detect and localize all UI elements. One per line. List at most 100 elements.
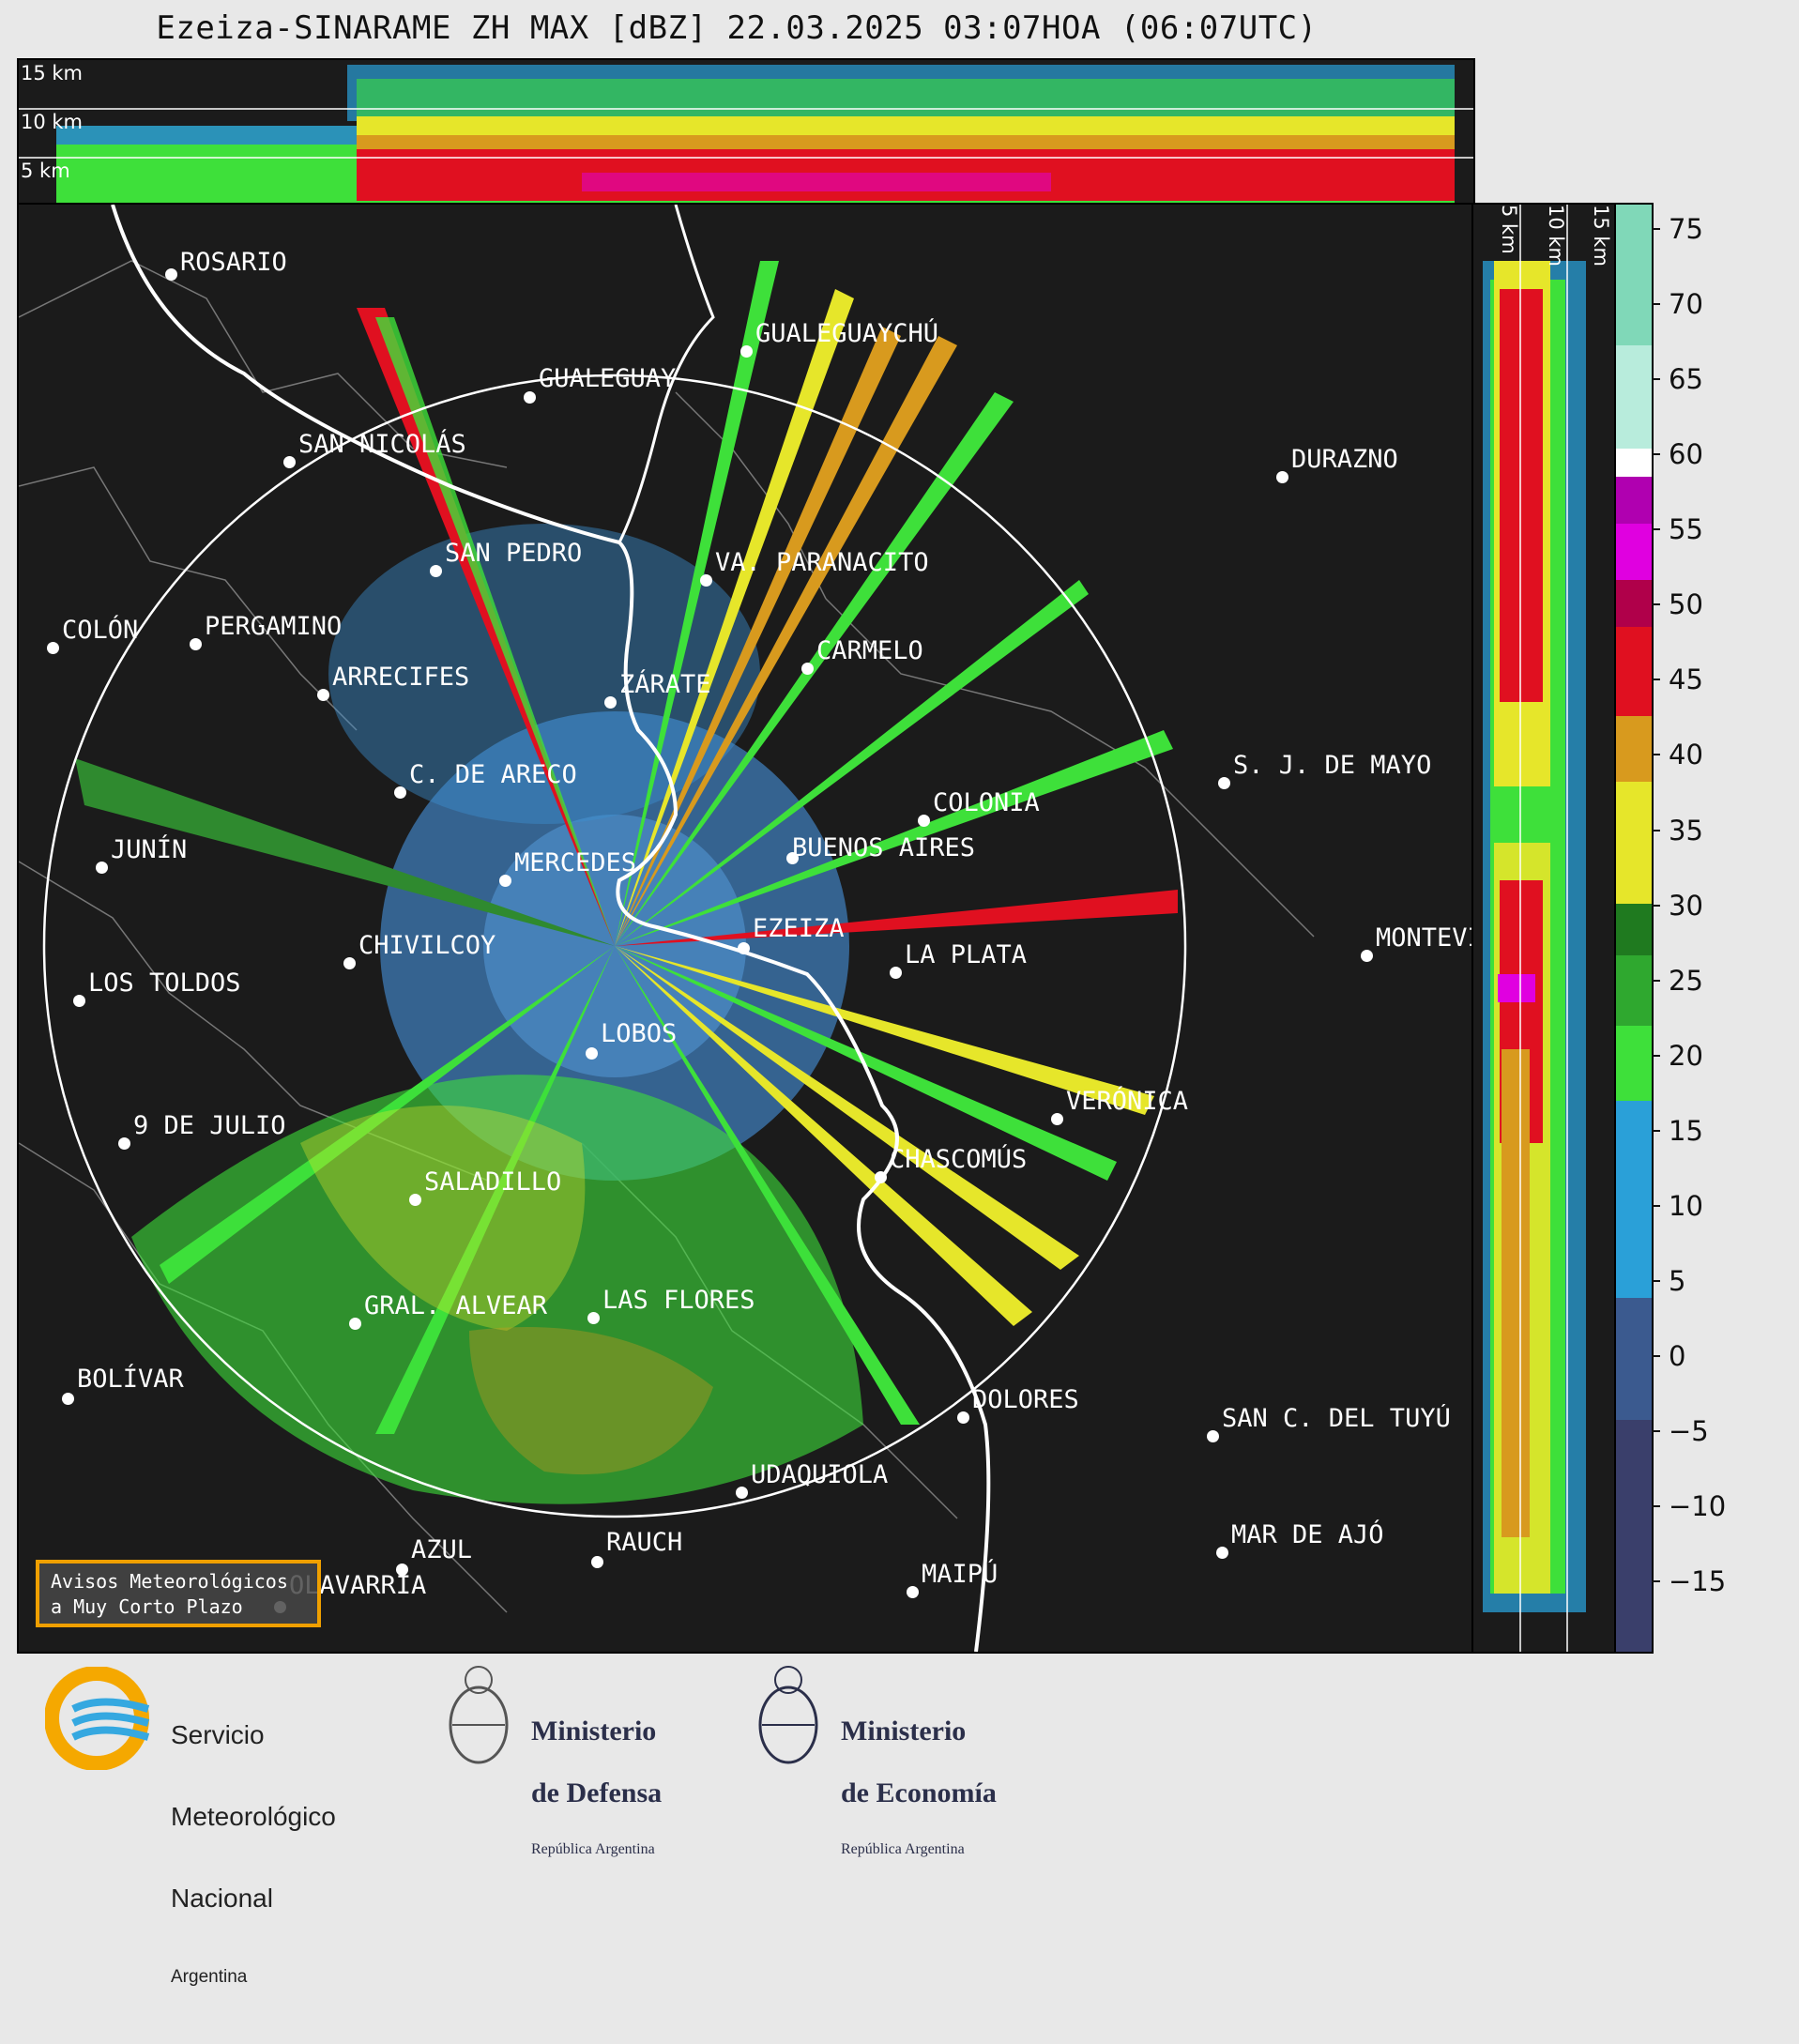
city-label-pergamino: PERGAMINO (205, 612, 343, 641)
colorbar-label: 30 (1669, 890, 1703, 922)
colorbar-label: 5 (1669, 1265, 1686, 1297)
city-label-san-pedro: SAN PEDRO (445, 539, 583, 568)
city-label-rauch: RAUCH (606, 1528, 683, 1557)
colorbar-tick (1652, 1355, 1660, 1357)
city-label-los-toldos: LOS TOLDOS (88, 969, 241, 998)
city-label-gualeguay: GUALEGUAY (539, 364, 677, 393)
city-label-c-de-areco: C. DE ARECO (409, 760, 577, 789)
defensa-line-1: Ministerio (531, 1716, 657, 1747)
colorbar (1614, 203, 1654, 1654)
city-label-san-c-del-tuyu: SAN C. DEL TUYÚ (1222, 1404, 1451, 1433)
city-label-9-de-julio: 9 DE JULIO (133, 1111, 286, 1140)
colorbar-graphic (1616, 205, 1652, 1652)
defensa-line-2: de Defensa (531, 1777, 663, 1808)
city-label-gral-alvear: GRAL. ALVEAR (364, 1291, 548, 1320)
city-dot-veronica (1051, 1113, 1063, 1125)
colorbar-label: 15 (1669, 1115, 1703, 1147)
range-ring (42, 374, 1187, 1518)
city-label-chascomus: CHASCOMÚS (890, 1145, 1028, 1174)
avisos-box[interactable]: Avisos Meteorológicos a Muy Corto Plazo (36, 1560, 321, 1627)
colorbar-label: 50 (1669, 588, 1703, 620)
city-label-ezeiza: EZEIZA (753, 914, 845, 943)
city-dot-rosario (165, 268, 177, 281)
city-label-junin: JUNÍN (111, 835, 188, 864)
city-label-azul: AZUL (411, 1535, 473, 1564)
colorbar-label: 55 (1669, 513, 1703, 545)
smn-logo-text: Servicio Meteorológico Nacional Argentin… (171, 1667, 336, 2043)
city-label-carmelo: CARMELO (816, 636, 923, 665)
city-label-maipu: MAIPÚ (922, 1560, 999, 1589)
colorbar-label: 65 (1669, 363, 1703, 395)
city-dot-junin (96, 862, 108, 874)
city-label-rosario: ROSARIO (180, 248, 287, 277)
smn-line-4: Argentina (171, 1967, 248, 1987)
radar-echoes (75, 261, 1178, 1504)
economia-line-2: de Economía (841, 1777, 997, 1808)
colorbar-label: 0 (1669, 1340, 1686, 1372)
colorbar-tick (1652, 378, 1660, 380)
city-label-mercedes: MERCEDES (514, 848, 637, 877)
city-label-udaquiola: UDAQUIOLA (751, 1460, 889, 1489)
radar-map: ROSARIO GUALEGUAYCHÚ GUALEGUAY SAN NICOL… (17, 203, 1475, 1654)
smn-logo-icon (45, 1667, 150, 1770)
economia-line-3: República Argentina (841, 1841, 965, 1857)
city-dot-durazno (1276, 471, 1288, 483)
argentina-coat-of-arms-icon (449, 1666, 509, 1764)
city-dot-chascomus (875, 1171, 887, 1183)
city-dot-gualeguaychu (740, 345, 753, 358)
city-label-colonia: COLONIA (933, 788, 1040, 817)
colorbar-tick (1652, 1280, 1660, 1282)
height-label-5km: 5 km (21, 160, 70, 182)
city-label-lobos: LOBOS (601, 1019, 678, 1048)
colorbar-tick (1652, 1205, 1660, 1207)
city-label-san-nicolas: SAN NICOLÁS (298, 430, 466, 459)
city-label-dolores: DOLORES (972, 1385, 1079, 1414)
colorbar-label: 20 (1669, 1040, 1703, 1072)
side-label-5km: 5 km (1498, 205, 1520, 254)
side-height-profile: 5 km 10 km 15 km (1471, 203, 1616, 1654)
colorbar-label: 60 (1669, 438, 1703, 470)
colorbar-tick (1652, 754, 1660, 755)
city-label-colon: COLÓN (62, 616, 139, 645)
city-label-arrecifes: ARRECIFES (332, 663, 470, 692)
city-dot-los-toldos (73, 995, 85, 1007)
city-dot-rauch (591, 1556, 603, 1568)
city-label-la-plata: LA PLATA (905, 940, 1028, 969)
colorbar-tick (1652, 453, 1660, 455)
colorbar-tick (1652, 303, 1660, 305)
city-label-veronica: VERÓNICA (1066, 1087, 1189, 1116)
city-dot-arrecifes (317, 689, 329, 701)
footer: Servicio Meteorológico Nacional Argentin… (0, 1652, 1799, 1987)
colorbar-tick (1652, 980, 1660, 982)
colorbar-tick (1652, 905, 1660, 907)
city-label-gualeguaychu: GUALEGUAYCHÚ (755, 319, 939, 348)
city-dot-zarate (604, 696, 617, 709)
city-dot-buenos-aires (786, 852, 799, 864)
city-dot-c-de-areco (394, 786, 406, 799)
city-dot-gral-alvear (349, 1318, 361, 1330)
avisos-line-2: a Muy Corto Plazo (51, 1595, 243, 1618)
city-dot-san-nicolas (283, 456, 296, 468)
city-dot-saladillo (409, 1194, 421, 1206)
city-dot-chivilcoy (343, 957, 356, 969)
colorbar-tick (1652, 830, 1660, 831)
colorbar-tick (1652, 1505, 1660, 1507)
city-label-saladillo: SALADILLO (424, 1167, 562, 1197)
city-dot-va-paranacito (700, 574, 712, 587)
colorbar-label: 45 (1669, 664, 1703, 695)
economia-logo-text: Ministerio de Economía República Argenti… (841, 1684, 997, 1892)
city-label-mar-de-ajo: MAR DE AJÓ (1231, 1520, 1384, 1549)
smn-line-3: Nacional (171, 1884, 273, 1913)
city-dot-lobos (586, 1047, 598, 1060)
economia-line-1: Ministerio (841, 1716, 967, 1747)
city-dot-gualeguay (524, 391, 536, 404)
city-dot-maipu (907, 1586, 919, 1598)
height-label-10km: 10 km (21, 111, 84, 133)
radar-map-graphic (19, 205, 1315, 1652)
city-dot-san-c-del-tuyu (1207, 1430, 1219, 1442)
argentina-coat-of-arms-icon (758, 1666, 818, 1764)
city-label-chivilcoy: CHIVILCOY (358, 931, 496, 960)
city-dot-dolores (957, 1411, 969, 1424)
colorbar-tick (1652, 1430, 1660, 1432)
city-dot-pergamino (190, 638, 202, 650)
